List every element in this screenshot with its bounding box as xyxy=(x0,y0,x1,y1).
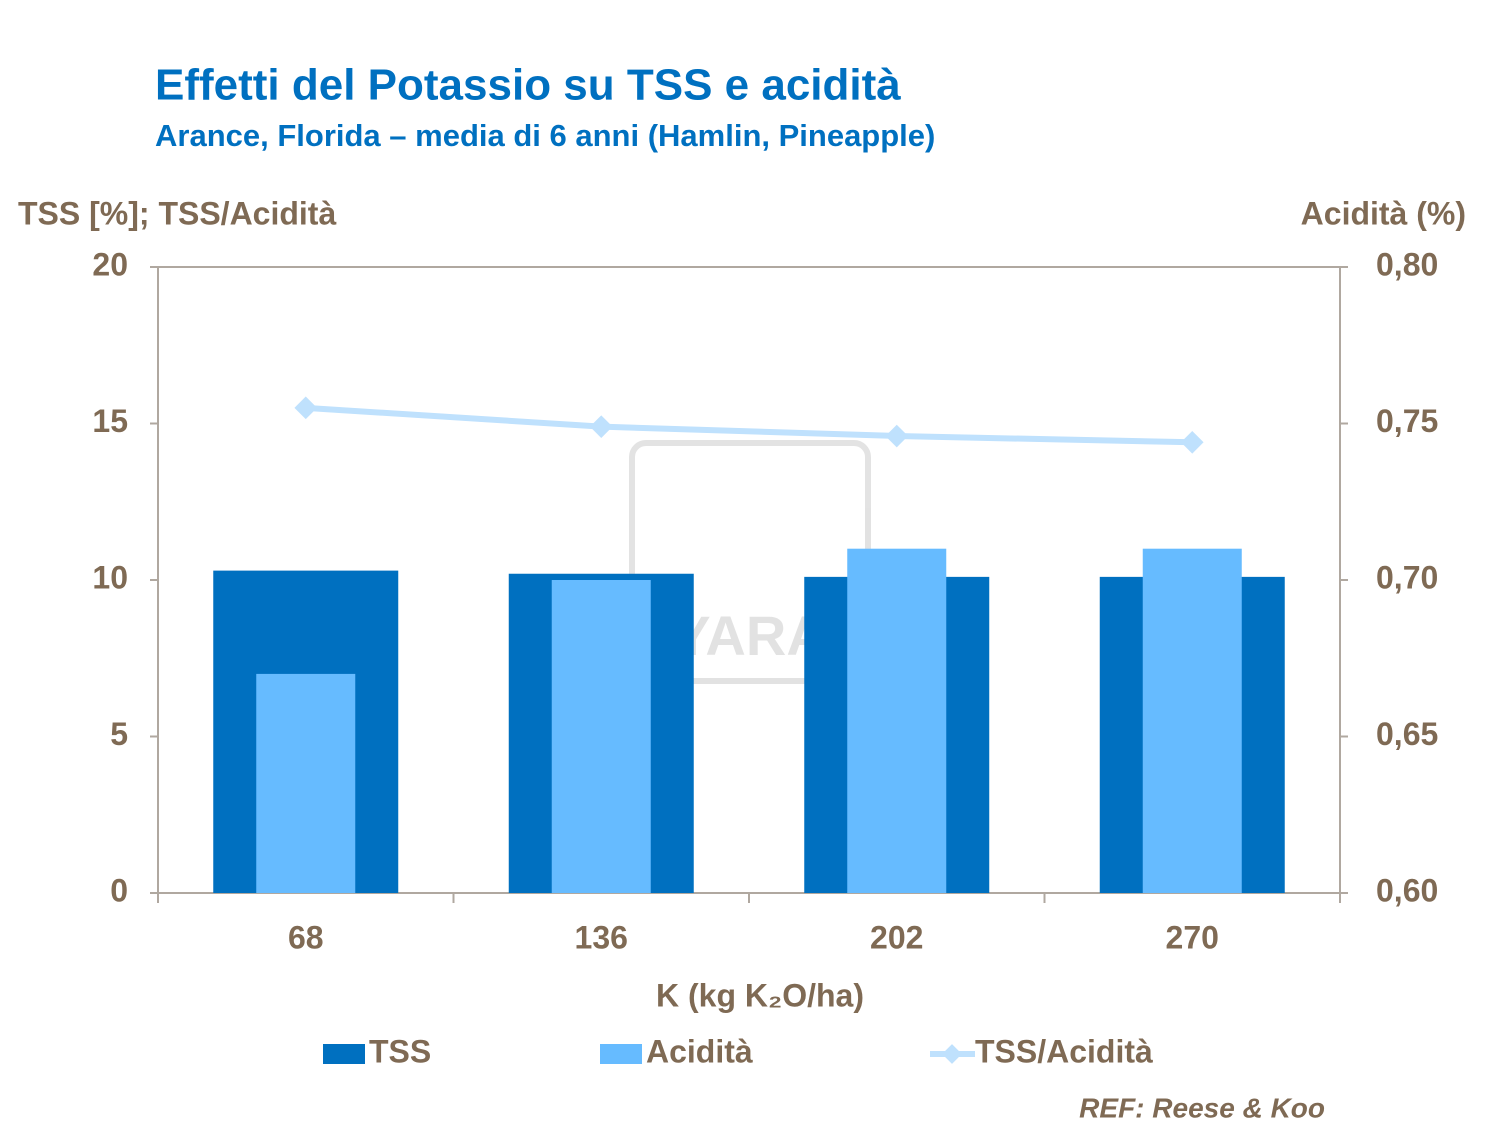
legend-label: TSS xyxy=(369,1033,431,1069)
y2-tick-label: 0,75 xyxy=(1376,403,1438,439)
line-marker xyxy=(294,396,318,420)
watermark-text: YARA xyxy=(673,604,827,667)
line xyxy=(305,404,1193,446)
y2-tick-label: 0,65 xyxy=(1376,716,1438,752)
y2-tick-label: 0,60 xyxy=(1376,872,1438,908)
y-axis-label: TSS [%]; TSS/Acidità xyxy=(18,195,336,231)
y2-tick-label: 0,80 xyxy=(1376,246,1438,282)
source-note: REF: Reese & Koo xyxy=(1079,1092,1325,1123)
x-tick-label: 202 xyxy=(870,919,923,955)
line-marker xyxy=(885,424,909,448)
bar xyxy=(1142,548,1242,893)
line-marker xyxy=(1180,430,1204,454)
y2-tick-label: 0,70 xyxy=(1376,559,1438,595)
legend-marker xyxy=(942,1044,962,1064)
legend-swatch xyxy=(600,1044,642,1064)
x-tick-label: 136 xyxy=(575,919,628,955)
y2-axis-label: Acidità (%) xyxy=(1301,195,1466,231)
bar xyxy=(256,673,356,893)
chart-subtitle: Arance, Florida – media di 6 anni (Hamli… xyxy=(155,118,935,153)
x-tick-label: 270 xyxy=(1166,919,1219,955)
y-tick-label: 0 xyxy=(110,872,128,908)
legend-label: Acidità xyxy=(646,1033,753,1069)
y-tick-label: 15 xyxy=(92,403,128,439)
y-tick-label: 5 xyxy=(110,716,128,752)
legend-label: TSS/Acidità xyxy=(975,1033,1153,1069)
chart-title: Effetti del Potassio su TSS e acidità xyxy=(155,61,901,110)
bar xyxy=(551,580,651,893)
x-axis-label: K (kg K₂O/ha) xyxy=(656,977,864,1013)
bar xyxy=(847,548,947,893)
y-tick-label: 10 xyxy=(92,559,128,595)
x-tick-label: 68 xyxy=(288,919,324,955)
watermark: YARA xyxy=(629,440,871,684)
y-tick-label: 20 xyxy=(92,246,128,282)
legend-swatch xyxy=(323,1044,365,1064)
line-marker xyxy=(589,415,613,438)
